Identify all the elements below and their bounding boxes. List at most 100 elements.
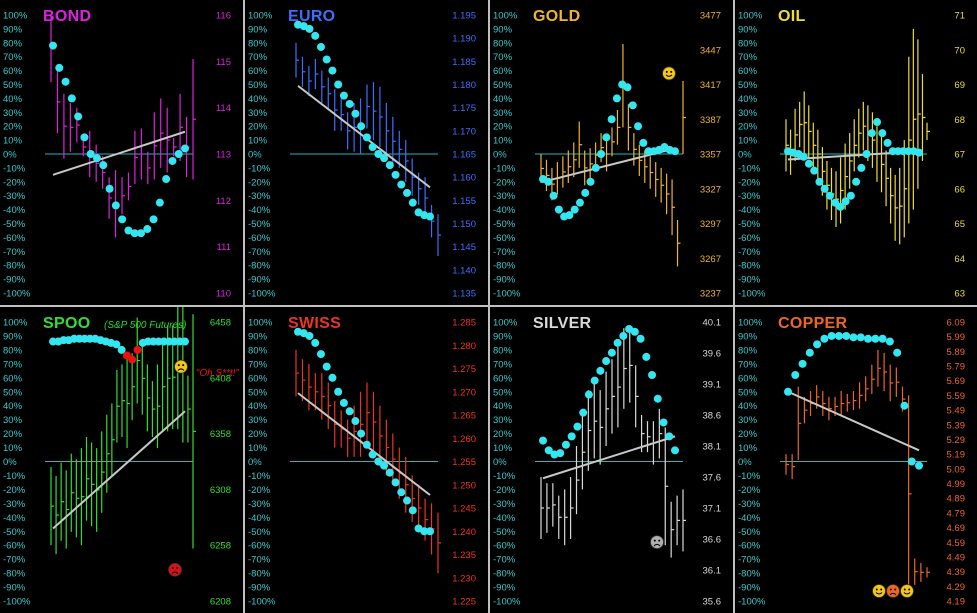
oscillator-dot — [846, 191, 855, 200]
oscillator-dot — [168, 156, 177, 165]
oscillator-dot — [573, 422, 582, 431]
oscillator-dot — [174, 150, 183, 158]
oscillator-dot — [597, 150, 606, 158]
oscillator-dot — [825, 191, 834, 200]
oscillator-dot — [380, 154, 389, 163]
pct-tick-label: -60% — [248, 233, 271, 244]
pct-tick-label: 40% — [3, 94, 23, 105]
oscillator-dot — [596, 366, 605, 375]
oscillator-dot — [130, 229, 139, 238]
pct-tick-label: -20% — [493, 485, 516, 496]
pct-tick-label: 0% — [493, 457, 507, 468]
pct-tick-label: 80% — [248, 345, 268, 356]
pct-tick-label: -100% — [248, 289, 276, 300]
face-icon — [886, 584, 900, 598]
price-tick-label: 1.185 — [452, 57, 476, 68]
oscillator-dot — [602, 357, 611, 366]
pct-tick-label: 20% — [3, 429, 23, 440]
pct-tick-label: 90% — [738, 24, 758, 35]
chart-swiss: 100% 90% 80% 70% 60% 50% 40% 30% 20% 10% 0% -10% -20… — [248, 318, 476, 608]
pct-tick-label: 10% — [3, 136, 23, 147]
pct-tick-label: 30% — [738, 415, 758, 426]
pct-tick-label: 30% — [3, 415, 23, 426]
oscillator-dot — [639, 138, 648, 147]
oscillator-dot — [810, 166, 819, 175]
pct-tick-label: -40% — [248, 513, 271, 524]
smiley-icon — [662, 66, 676, 81]
oscillator-dot — [345, 407, 354, 416]
pct-tick-label: -70% — [248, 247, 271, 258]
price-tick-label: 4.59 — [947, 538, 966, 549]
pct-tick-label: -60% — [493, 541, 516, 552]
pct-tick-label: -40% — [493, 513, 516, 524]
price-tick-label: 69 — [954, 80, 965, 91]
pct-tick-label: 20% — [738, 122, 758, 133]
oscillator-dot — [579, 408, 588, 417]
pct-tick-label: 50% — [248, 80, 268, 91]
pct-tick-label: 60% — [3, 66, 23, 77]
oscillator-dot — [653, 394, 662, 403]
oscillator-dot — [784, 387, 792, 396]
trend-line — [52, 130, 186, 176]
price-tick-label: 111 — [217, 242, 231, 253]
pct-tick-label: 60% — [493, 373, 513, 384]
pct-tick-label: -80% — [493, 569, 516, 580]
price-tick-label: 39.6 — [703, 349, 722, 360]
oscillator-dot — [322, 362, 331, 371]
pct-tick-label: 60% — [738, 373, 758, 384]
oscillator-dot — [357, 429, 366, 438]
vertical-divider-3 — [733, 0, 735, 613]
oscillator-dot — [561, 440, 570, 449]
pct-tick-label: -90% — [493, 583, 516, 594]
price-tick-label: 71 — [954, 11, 965, 22]
pct-tick-label: -80% — [248, 261, 271, 272]
oscillator-dot — [565, 211, 574, 220]
price-tick-label: 5.09 — [947, 464, 966, 475]
price-tick-label: 116 — [216, 11, 231, 22]
pct-tick-label: 90% — [3, 24, 23, 35]
oscillator-dot — [137, 229, 145, 238]
pct-tick-label: -90% — [738, 583, 761, 594]
pct-tick-label: -30% — [493, 191, 516, 202]
oscillator-dot — [864, 334, 873, 343]
face-eye — [665, 70, 668, 73]
oscillator-dot — [544, 177, 553, 186]
pct-tick-label: 30% — [3, 108, 23, 119]
price-tick-label: 1.140 — [452, 265, 476, 276]
pct-tick-label: 100% — [493, 11, 518, 22]
panel-title: BOND — [43, 8, 92, 25]
pct-tick-label: -60% — [738, 233, 761, 244]
face-mouth — [889, 592, 897, 596]
pct-tick-label: 0% — [738, 457, 752, 468]
oscillator-dot — [841, 197, 850, 206]
pct-tick-label: 60% — [738, 66, 758, 77]
face-circle — [872, 584, 886, 598]
oscillator-dot — [798, 359, 807, 368]
pct-tick-label: 50% — [3, 80, 23, 91]
price-tick-label: 35.6 — [703, 597, 722, 608]
vertical-divider-1 — [243, 0, 245, 613]
face-eye — [177, 364, 180, 367]
pct-tick-label: -50% — [3, 527, 26, 538]
pct-tick-label: -80% — [738, 569, 761, 580]
oscillator-dot — [567, 432, 576, 441]
oscillator-dot — [556, 449, 565, 458]
oscillator-dot — [155, 198, 164, 207]
price-tick-label: 1.165 — [452, 150, 476, 161]
annotation-label: "Oh S**t!" — [195, 368, 239, 379]
oscillator-dot — [74, 112, 83, 121]
oscillator-dot — [334, 387, 343, 396]
oscillator-dot — [590, 376, 599, 385]
pct-tick-label: 40% — [248, 94, 268, 105]
price-tick-label: 6358 — [210, 429, 231, 440]
pct-tick-label: 100% — [493, 318, 518, 329]
pct-tick-label: -70% — [738, 247, 761, 258]
oscillator-dot — [316, 42, 325, 51]
oscillator-dot — [124, 226, 133, 235]
price-tick-label: 113 — [216, 150, 231, 161]
pct-tick-label: 10% — [738, 136, 758, 147]
face-eye — [889, 588, 892, 591]
oscillator-dot — [878, 129, 887, 138]
pct-tick-label: -30% — [3, 499, 26, 510]
pct-tick-label: -20% — [493, 177, 516, 188]
